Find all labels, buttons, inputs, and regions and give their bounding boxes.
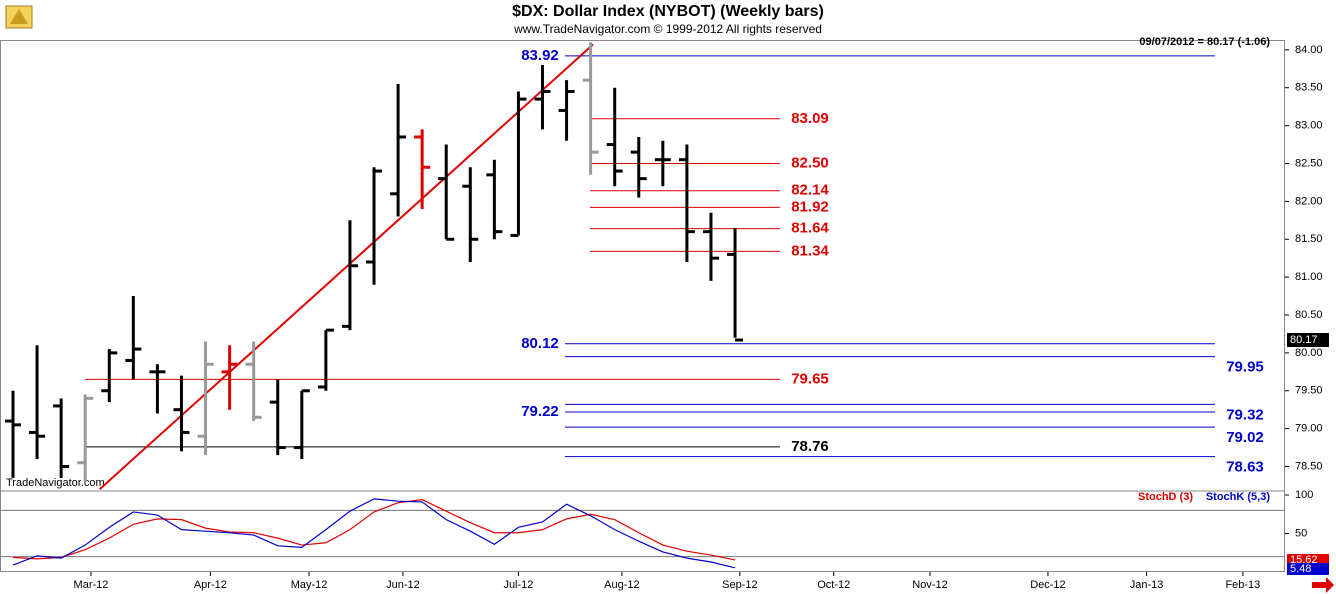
level-label: 79.02: [1226, 429, 1264, 446]
y-tick-label: 80.00: [1295, 347, 1323, 359]
y-tick-label: 82.00: [1295, 195, 1323, 207]
level-label: 78.63: [1226, 459, 1264, 476]
x-tick-label: May-12: [291, 579, 328, 591]
x-tick-label: Sep-12: [722, 579, 757, 591]
legend-entry: StochK (5,3): [1206, 491, 1271, 503]
y-tick-label: 81.50: [1295, 233, 1323, 245]
level-label: 83.09: [791, 110, 829, 127]
level-label: 81.92: [791, 198, 829, 215]
x-tick-label: Dec-12: [1030, 579, 1065, 591]
chart-title: $DX: Dollar Index (NYBOT) (Weekly bars): [512, 3, 824, 20]
y-tick-label: 50: [1295, 527, 1307, 539]
x-tick-label: Jun-12: [386, 579, 420, 591]
chart-subtitle: www.TradeNavigator.com © 1999-2012 All r…: [513, 22, 822, 36]
x-tick-label: Aug-12: [604, 579, 639, 591]
y-tick-label: 79.50: [1295, 385, 1323, 397]
level-label: 78.76: [791, 438, 829, 455]
y-tick-label: 81.00: [1295, 271, 1323, 283]
level-label: 82.14: [791, 182, 829, 199]
y-tick-label: 84.00: [1295, 44, 1323, 56]
x-tick-label: Apr-12: [194, 579, 227, 591]
last-badge: [1287, 563, 1329, 575]
stoch-line: [12, 499, 736, 561]
y-tick-label: 83.00: [1295, 120, 1323, 132]
last-quote: 09/07/2012 = 80.17 (-1.06): [1139, 36, 1270, 48]
last-badge: [1287, 333, 1329, 347]
x-tick-label: Jul-12: [503, 579, 533, 591]
x-tick-label: Jan-13: [1130, 579, 1164, 591]
y-tick-label: 82.50: [1295, 157, 1323, 169]
y-tick-label: 80.50: [1295, 309, 1323, 321]
plot-frame: [0, 40, 1285, 572]
logo: [5, 5, 33, 29]
scroll-arrow[interactable]: [1312, 577, 1334, 593]
y-tick-label: 78.50: [1295, 460, 1323, 472]
last-value: 80.17: [1290, 334, 1318, 346]
legend-entry: StochD (3): [1138, 491, 1193, 503]
level-label: 83.92: [521, 47, 559, 64]
x-tick-label: Oct-12: [817, 579, 850, 591]
y-tick-label: 79.00: [1295, 423, 1323, 435]
level-label: 82.50: [791, 154, 829, 171]
y-tick-label: 100: [1295, 489, 1313, 501]
level-label: 79.32: [1226, 406, 1264, 423]
level-label: 79.65: [791, 370, 829, 387]
y-tick-label: 83.50: [1295, 82, 1323, 94]
level-label: 80.12: [521, 335, 559, 352]
level-label: 81.64: [791, 220, 829, 237]
level-label: 79.95: [1226, 359, 1264, 376]
x-tick-label: Feb-13: [1225, 579, 1260, 591]
last-value: 15.62: [1290, 554, 1318, 566]
watermark: TradeNavigator.com: [6, 477, 105, 489]
level-label: 79.22: [521, 403, 559, 420]
stoch-line: [12, 498, 736, 569]
x-tick-label: Mar-12: [74, 579, 109, 591]
level-label: 81.34: [791, 242, 829, 259]
last-value: 5.48: [1290, 563, 1311, 575]
x-tick-label: Nov-12: [912, 579, 947, 591]
logo-shape: [10, 9, 28, 24]
